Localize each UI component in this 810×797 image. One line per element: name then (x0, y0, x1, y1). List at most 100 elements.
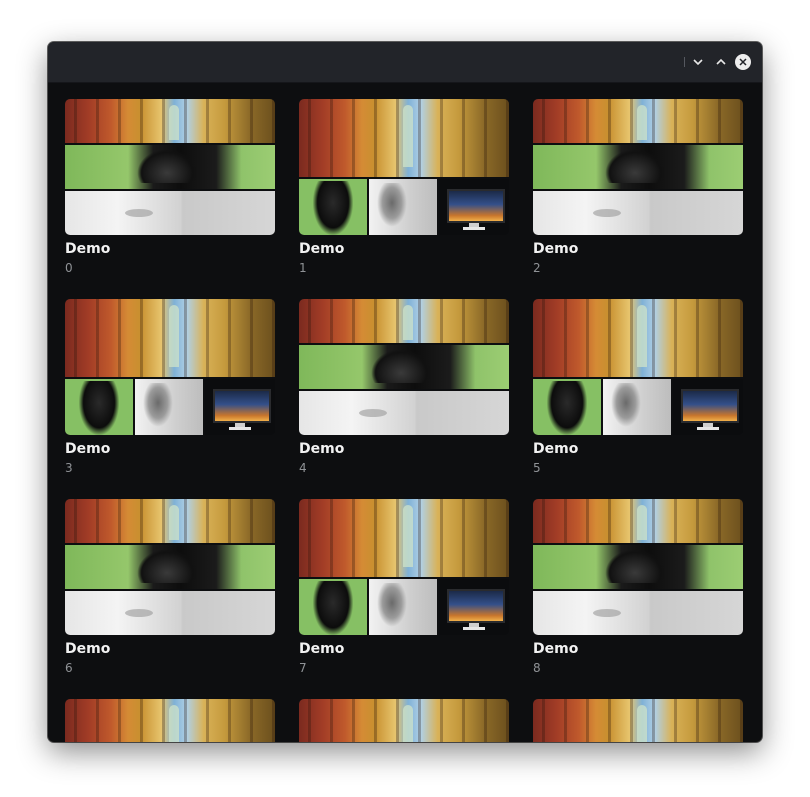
item-title: Demo (65, 241, 111, 257)
title-bar[interactable] (48, 42, 762, 83)
street-photo (299, 299, 509, 343)
monitor-screen (213, 389, 271, 423)
monitor-stand (703, 423, 713, 427)
item-thumbnail[interactable] (65, 299, 275, 435)
portrait-photo (65, 591, 275, 635)
monitor-stand (469, 223, 479, 227)
divider (533, 189, 743, 191)
street-photo (533, 99, 743, 143)
grid-item[interactable]: Demo 0 (65, 99, 275, 275)
grid-item[interactable] (533, 699, 743, 742)
grid-item[interactable]: Demo 4 (299, 299, 509, 475)
chevron-down-icon (693, 59, 703, 66)
divider (299, 577, 509, 579)
monitor-stand (469, 623, 479, 627)
grid-item[interactable]: Demo 8 (533, 499, 743, 675)
divider (65, 143, 275, 145)
item-title: Demo (533, 441, 579, 457)
item-title: Demo (533, 641, 579, 657)
dog-photo (299, 345, 509, 389)
monitor-base (463, 227, 485, 230)
monitor-screen (447, 189, 505, 223)
divider (533, 589, 743, 591)
street-photo (533, 499, 743, 543)
item-subtitle: 3 (65, 461, 73, 475)
item-thumbnail[interactable] (65, 99, 275, 235)
divider (65, 189, 275, 191)
item-subtitle: 4 (299, 461, 307, 475)
divider (65, 377, 275, 379)
monitor-photo (673, 379, 743, 435)
dog-photo (533, 379, 601, 435)
portrait-photo (135, 379, 203, 435)
item-subtitle: 2 (533, 261, 541, 275)
item-thumbnail[interactable] (533, 299, 743, 435)
divider (299, 389, 509, 391)
item-title: Demo (65, 641, 111, 657)
item-title: Demo (65, 441, 111, 457)
street-photo (65, 699, 275, 742)
item-thumbnail[interactable] (299, 299, 509, 435)
item-thumbnail[interactable] (65, 699, 275, 742)
grid-item[interactable]: Demo 1 (299, 99, 509, 275)
grid-item[interactable]: Demo 5 (533, 299, 743, 475)
portrait-photo (369, 579, 437, 635)
grid-item[interactable]: Demo 3 (65, 299, 275, 475)
street-photo (533, 699, 743, 742)
minimize-button[interactable] (689, 53, 707, 71)
item-subtitle: 8 (533, 661, 541, 675)
portrait-photo (299, 391, 509, 435)
portrait-photo (369, 179, 437, 235)
grid-item[interactable]: Demo 7 (299, 499, 509, 675)
monitor-photo (205, 379, 275, 435)
monitor-photo (439, 579, 509, 635)
street-photo (65, 499, 275, 543)
close-button[interactable] (734, 53, 752, 71)
maximize-button[interactable] (712, 53, 730, 71)
dog-photo (299, 179, 367, 235)
portrait-photo (65, 191, 275, 235)
grid-item[interactable]: Demo 2 (533, 99, 743, 275)
item-thumbnail[interactable] (299, 499, 509, 635)
monitor-photo (439, 179, 509, 235)
item-thumbnail[interactable] (299, 99, 509, 235)
item-subtitle: 5 (533, 461, 541, 475)
dog-photo (533, 145, 743, 189)
item-thumbnail[interactable] (533, 499, 743, 635)
item-thumbnail[interactable] (299, 699, 509, 742)
item-subtitle: 6 (65, 661, 73, 675)
grid-item[interactable] (65, 699, 275, 742)
divider (65, 543, 275, 545)
dog-photo (65, 145, 275, 189)
titlebar-separator (684, 57, 685, 67)
divider (533, 377, 743, 379)
monitor-base (229, 427, 251, 430)
item-subtitle: 0 (65, 261, 73, 275)
divider (533, 143, 743, 145)
monitor-stand (235, 423, 245, 427)
portrait-photo (533, 591, 743, 635)
street-photo (65, 99, 275, 143)
street-photo (65, 299, 275, 377)
grid-item[interactable]: Demo 6 (65, 499, 275, 675)
item-thumbnail[interactable] (533, 699, 743, 742)
item-title: Demo (299, 441, 345, 457)
item-subtitle: 1 (299, 261, 307, 275)
divider (533, 543, 743, 545)
item-thumbnail[interactable] (65, 499, 275, 635)
item-title: Demo (299, 241, 345, 257)
dog-photo (299, 579, 367, 635)
street-photo (299, 499, 509, 577)
item-title: Demo (533, 241, 579, 257)
monitor-base (697, 427, 719, 430)
close-icon (735, 54, 751, 70)
app-window: Demo 0 Demo 1 Demo 2 (48, 42, 762, 742)
item-title: Demo (299, 641, 345, 657)
street-photo (299, 699, 509, 742)
portrait-photo (533, 191, 743, 235)
monitor-screen (681, 389, 739, 423)
monitor-base (463, 627, 485, 630)
dog-photo (65, 545, 275, 589)
item-thumbnail[interactable] (533, 99, 743, 235)
grid-item[interactable] (299, 699, 509, 742)
